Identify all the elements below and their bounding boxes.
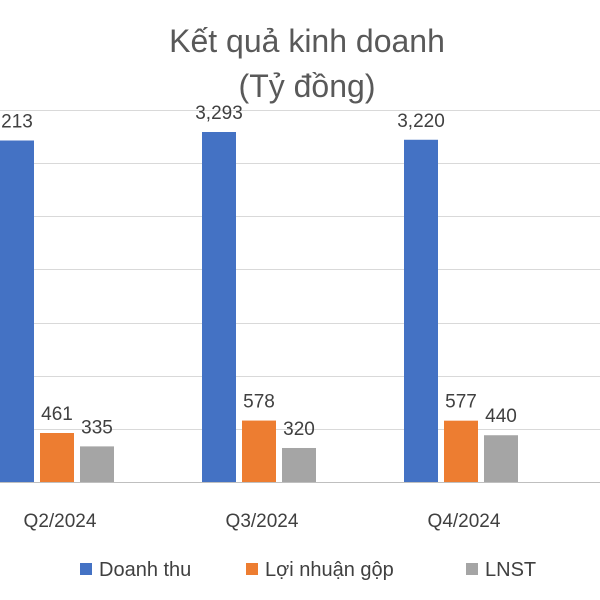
bar — [404, 139, 438, 482]
legend-swatch — [246, 563, 258, 575]
gridlines — [0, 110, 600, 483]
x-tick-label: Q3/2024 — [226, 511, 299, 532]
data-label: 440 — [485, 406, 517, 427]
legend-label: Doanh thu — [99, 559, 191, 581]
data-label: 320 — [283, 419, 315, 440]
chart-title: Kết quả kinh doanh — [169, 23, 445, 59]
data-label: 461 — [41, 404, 73, 425]
bar — [444, 420, 478, 482]
bar — [242, 420, 276, 482]
data-label: 578 — [243, 392, 275, 413]
bar — [484, 435, 518, 482]
x-axis-ticks: Q2/2024 Q3/2024 Q4/2024 — [24, 511, 501, 532]
legend-label: LNST — [485, 559, 536, 581]
legend: Doanh thu Lợi nhuận gộp LNST — [80, 559, 536, 581]
data-label: 335 — [81, 417, 113, 438]
bars — [0, 132, 518, 482]
bar — [202, 132, 236, 482]
data-label: 213 — [1, 112, 33, 133]
bar — [40, 433, 74, 482]
chart-subtitle: (Tỷ đồng) — [239, 68, 376, 104]
data-label: 3,293 — [195, 103, 243, 124]
data-label: 577 — [445, 392, 477, 413]
data-label: 3,220 — [397, 111, 445, 132]
bar — [282, 447, 316, 482]
legend-label: Lợi nhuận gộp — [265, 559, 394, 581]
bar — [80, 446, 114, 482]
x-tick-label: Q2/2024 — [24, 511, 97, 532]
legend-swatch — [80, 563, 92, 575]
legend-swatch — [466, 563, 478, 575]
x-tick-label: Q4/2024 — [428, 511, 501, 532]
bar — [0, 140, 34, 482]
